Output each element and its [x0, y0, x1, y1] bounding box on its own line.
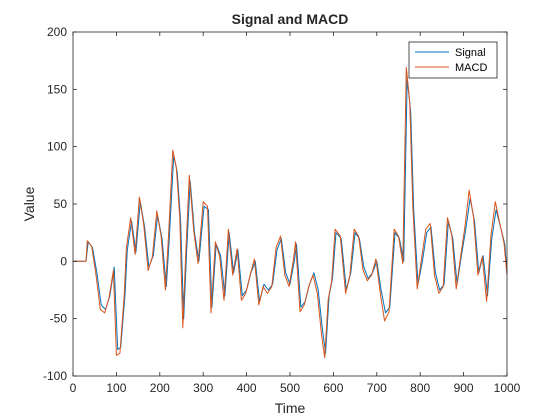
y-axis-label: Value: [21, 186, 37, 221]
x-tick-label: 800: [410, 381, 430, 395]
x-tick-label: 100: [106, 381, 126, 395]
legend: Signal MACD: [408, 41, 498, 79]
legend-label-signal: Signal: [455, 47, 486, 59]
series-layer: [73, 67, 508, 359]
y-tick-label: 100: [47, 140, 67, 154]
x-tick-label: 0: [70, 381, 77, 395]
x-tick-label: 1000: [494, 381, 521, 395]
x-tick-label: 400: [237, 381, 257, 395]
x-tick-label: 200: [150, 381, 170, 395]
y-tick-label: 150: [47, 82, 67, 96]
x-tick-label: 900: [454, 381, 474, 395]
series-line-macd: [73, 67, 508, 359]
x-tick-label: 500: [280, 381, 300, 395]
plot-area: [73, 32, 507, 376]
legend-label-macd: MACD: [455, 62, 487, 74]
y-tick-label: 50: [54, 197, 68, 211]
x-tick-label: 300: [193, 381, 213, 395]
x-tick-label: 600: [323, 381, 343, 395]
y-tick-label: -50: [50, 312, 68, 326]
axes-layer: 0 100 200 300 400 500 600 700 800 900 1000 -100 -50 0…: [43, 25, 521, 395]
chart-title: Signal and MACD: [232, 11, 349, 27]
y-tick-label: -100: [43, 369, 67, 383]
legend-box: [408, 41, 498, 79]
x-axis-label: Time: [275, 400, 306, 416]
y-tick-label: 200: [47, 25, 67, 39]
y-tick-label: 0: [60, 254, 67, 268]
x-tick-label: 700: [367, 381, 387, 395]
